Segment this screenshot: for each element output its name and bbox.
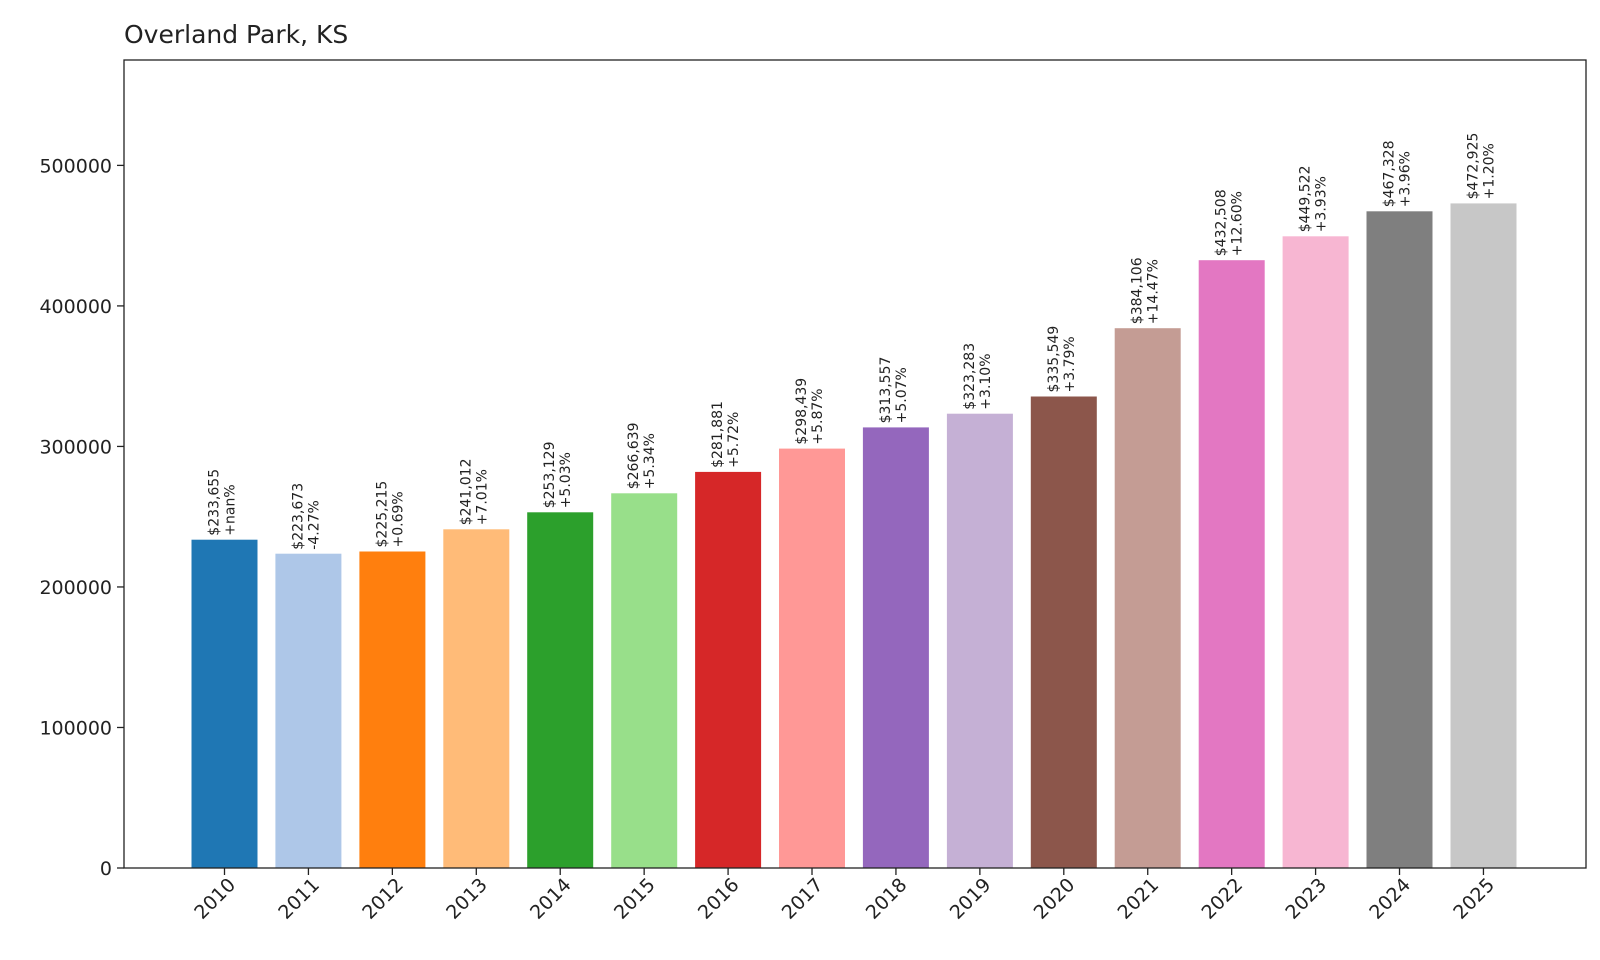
value-label-2024: $467,328 [1382, 140, 1398, 207]
value-label-2010: $233,655 [207, 469, 223, 536]
bar-2024 [1366, 211, 1433, 869]
change-label-2020: +3.79% [1062, 336, 1078, 392]
change-label-2019: +3.10% [978, 353, 994, 409]
x-tick-label-2016: 2016 [694, 874, 744, 924]
bar-2010 [191, 539, 258, 868]
y-tick-label-400000: 400000 [39, 296, 112, 318]
x-tick-label-2010: 2010 [190, 874, 240, 924]
bar-2017 [779, 448, 845, 868]
change-label-2010: +nan% [223, 484, 239, 535]
bar-2019 [946, 413, 1013, 868]
value-label-2013: $241,012 [458, 458, 474, 525]
change-label-2018: +5.07% [894, 367, 910, 423]
value-label-2011: $223,673 [290, 483, 306, 550]
value-label-2014: $253,129 [542, 441, 558, 508]
change-label-2017: +5.87% [810, 388, 826, 444]
bar-2014 [527, 512, 594, 868]
change-label-2023: +3.93% [1314, 176, 1330, 232]
x-tick-label-2023: 2023 [1281, 874, 1331, 924]
bar-2018 [862, 427, 929, 868]
x-tick-label-2014: 2014 [526, 874, 576, 924]
change-label-2024: +3.96% [1398, 151, 1414, 207]
bar-2015 [611, 493, 678, 868]
value-label-2015: $266,639 [626, 422, 642, 489]
value-label-2018: $313,557 [878, 357, 894, 424]
change-label-2011: -4.27% [306, 500, 322, 550]
y-tick-label-500000: 500000 [39, 155, 112, 177]
change-label-2022: +12.60% [1230, 191, 1246, 256]
bar-2021 [1114, 328, 1181, 868]
x-tick-label-2021: 2021 [1113, 874, 1163, 924]
x-tick-label-2018: 2018 [862, 874, 912, 924]
x-tick-label-2025: 2025 [1449, 874, 1499, 924]
x-tick-label-2012: 2012 [358, 874, 408, 924]
plot-frame [123, 59, 1587, 869]
value-label-2022: $432,508 [1214, 189, 1230, 256]
bar-2025 [1450, 203, 1517, 868]
x-tick-label-2020: 2020 [1030, 874, 1080, 924]
value-label-2023: $449,522 [1298, 165, 1314, 232]
bar-2011 [275, 553, 342, 868]
value-label-2021: $384,106 [1130, 257, 1146, 324]
y-tick-label-200000: 200000 [39, 577, 112, 599]
x-tick-label-2019: 2019 [946, 874, 996, 924]
x-tick-label-2013: 2013 [442, 874, 492, 924]
value-label-2017: $298,439 [794, 378, 810, 445]
x-tick-label-2011: 2011 [274, 874, 324, 924]
value-label-2020: $335,549 [1046, 326, 1062, 393]
change-label-2012: +0.69% [390, 491, 406, 547]
x-tick-label-2015: 2015 [610, 874, 660, 924]
value-label-2016: $281,881 [710, 401, 726, 468]
change-label-2016: +5.72% [726, 412, 742, 468]
bar-2013 [443, 529, 510, 868]
x-tick-label-2017: 2017 [778, 874, 828, 924]
y-tick-label-0: 0 [100, 858, 112, 880]
change-label-2015: +5.34% [642, 433, 658, 489]
chart-title: Overland Park, KS [124, 20, 349, 49]
bar-2016 [695, 471, 762, 868]
bar-2022 [1198, 260, 1265, 868]
value-label-2025: $472,925 [1466, 133, 1482, 200]
change-label-2013: +7.01% [474, 469, 490, 525]
y-tick-label-100000: 100000 [39, 717, 112, 739]
y-tick-label-300000: 300000 [39, 436, 112, 458]
value-label-2012: $225,215 [374, 481, 390, 548]
bar-2023 [1282, 236, 1349, 869]
x-tick-label-2022: 2022 [1197, 874, 1247, 924]
change-label-2021: +14.47% [1146, 259, 1162, 324]
change-label-2025: +1.20% [1482, 143, 1498, 199]
value-label-2019: $323,283 [962, 343, 978, 410]
bar-2012 [359, 551, 426, 868]
x-tick-label-2024: 2024 [1365, 874, 1415, 924]
change-label-2014: +5.03% [558, 452, 574, 508]
bar-2020 [1030, 396, 1097, 868]
